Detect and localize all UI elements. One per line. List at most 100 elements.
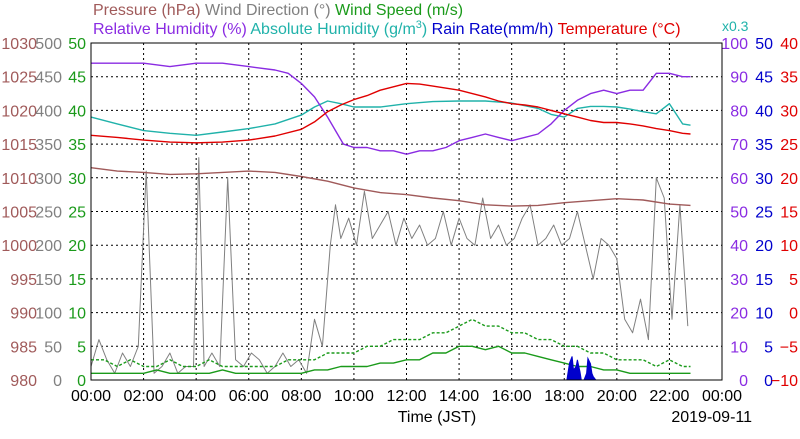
y-tick-label-temperature: 15 — [780, 205, 798, 222]
y-tick-label-temperature: −5 — [780, 339, 798, 356]
series-rain-rate-mm-h — [566, 356, 597, 381]
y-tick-label-rain_rate: 5 — [764, 339, 773, 356]
x-tick-label: 08:00 — [281, 388, 321, 405]
y-tick-label-relative_humidity: 10 — [730, 339, 748, 356]
y-tick-label-pressure: 1005 — [1, 205, 37, 222]
y-tick-label-wind_direction: 0 — [53, 373, 62, 390]
title-part: Temperature (°C) — [558, 21, 681, 38]
y-tick-label-relative_humidity: 50 — [730, 205, 748, 222]
title-part: Wind Direction (°) — [205, 2, 331, 19]
y-tick-label-wind_direction: 300 — [35, 171, 62, 188]
title-text: Pressure (hPa) Wind Direction (°) Wind S… — [93, 2, 463, 19]
y-tick-label-relative_humidity: 30 — [730, 272, 748, 289]
y-tick-label-pressure: 1010 — [1, 171, 37, 188]
y-tick-label-wind_speed: 40 — [68, 103, 86, 120]
series-temperature-c — [90, 82, 691, 144]
y-tick-label-wind_direction: 150 — [35, 272, 62, 289]
y-tick-label-wind_speed: 15 — [68, 272, 86, 289]
y-tick-label-relative_humidity: 70 — [730, 137, 748, 154]
y-tick-label-rain_rate: 45 — [755, 70, 773, 87]
y-tick-label-rain_rate: 10 — [755, 306, 773, 323]
y-tick-label-wind_speed: 10 — [68, 306, 86, 323]
y-tick-label-wind_direction: 250 — [35, 205, 62, 222]
x-axis-ticks: 00:00 02:00 04:00 06:00 08:00 10:00 12:00 14:00… — [71, 388, 742, 405]
y-tick-label-pressure: 1000 — [1, 238, 37, 255]
y-tick-label-temperature: 20 — [780, 171, 798, 188]
title-text: Relative Humidity (%) Absolute Humidity … — [93, 19, 681, 38]
y-tick-label-pressure: 1020 — [1, 103, 37, 120]
y-tick-label-temperature: −10 — [771, 373, 798, 390]
title-part: ) — [422, 21, 427, 38]
y-tick-label-relative_humidity: 40 — [730, 238, 748, 255]
y-tick-label-wind_direction: 500 — [35, 36, 62, 53]
title-part: Absolute Humidity (g/m — [250, 21, 415, 38]
y-tick-label-pressure: 990 — [10, 306, 37, 323]
x-tick-label: 22:00 — [649, 388, 689, 405]
y-tick-label-pressure: 1025 — [1, 70, 37, 87]
title-multiplier: x0.3 — [722, 18, 749, 34]
chart-title-row2: Relative Humidity (%) Absolute Humidity … — [93, 18, 749, 38]
y-tick-label-rain_rate: 0 — [764, 373, 773, 390]
title-part: Relative Humidity (%) — [93, 21, 247, 38]
y-tick-label-relative_humidity: 60 — [730, 171, 748, 188]
y-tick-label-temperature: 25 — [780, 137, 798, 154]
y-tick-label-rain_rate: 20 — [755, 238, 773, 255]
title-part: 3 — [416, 19, 422, 31]
series-wind-speed-gust — [91, 318, 691, 368]
y-tick-label-wind_speed: 45 — [68, 70, 86, 87]
series-pressure-hpa — [90, 167, 691, 207]
x-tick-label: 14:00 — [439, 388, 479, 405]
y-tick-label-wind_speed: 30 — [68, 171, 86, 188]
x-tick-label: 12:00 — [386, 388, 426, 405]
y-tick-label-relative_humidity: 90 — [730, 70, 748, 87]
y-tick-label-relative_humidity: 100 — [721, 36, 748, 53]
y-tick-label-temperature: 35 — [780, 70, 798, 87]
title-part: Wind Speed (m/s) — [335, 2, 463, 19]
y-tick-label-temperature: 5 — [789, 272, 798, 289]
series-relative-humidity — [91, 62, 691, 155]
y-tick-label-rain_rate: 15 — [755, 272, 773, 289]
y-tick-label-wind_speed: 5 — [77, 339, 86, 356]
series-absolute-humidity-g-m3 — [90, 100, 691, 136]
x-tick-label: 10:00 — [334, 388, 374, 405]
y-tick-label-rain_rate: 50 — [755, 36, 773, 53]
x-tick-label: 16:00 — [492, 388, 532, 405]
series-layer — [90, 62, 691, 381]
x-tick-label: 02:00 — [124, 388, 164, 405]
series-wind-direction — [90, 157, 689, 374]
y-tick-label-rain_rate: 30 — [755, 171, 773, 188]
y-tick-label-wind_speed: 25 — [68, 205, 86, 222]
y-tick-label-rain_rate: 35 — [755, 137, 773, 154]
x-tick-label: 20:00 — [597, 388, 637, 405]
y-tick-label-wind_direction: 450 — [35, 70, 62, 87]
y-tick-label-relative_humidity: 0 — [739, 373, 748, 390]
y-tick-label-wind_direction: 200 — [35, 238, 62, 255]
y-tick-label-relative_humidity: 20 — [730, 306, 748, 323]
y-tick-label-rain_rate: 25 — [755, 205, 773, 222]
y-tick-label-wind_speed: 50 — [68, 36, 86, 53]
series-wind-speed-m-s — [91, 345, 691, 374]
y-tick-label-wind_direction: 100 — [35, 306, 62, 323]
x-tick-label: 00:00 — [702, 388, 742, 405]
title-part: Pressure (hPa) — [93, 2, 201, 19]
y-tick-label-rain_rate: 40 — [755, 103, 773, 120]
x-tick-label: 18:00 — [544, 388, 584, 405]
y-tick-label-wind_direction: 50 — [44, 339, 62, 356]
chart-title-row1: Pressure (hPa) Wind Direction (°) Wind S… — [93, 2, 463, 19]
y-tick-label-wind_speed: 35 — [68, 137, 86, 154]
y-tick-label-relative_humidity: 80 — [730, 103, 748, 120]
x-axis-label: Time (JST) — [398, 409, 477, 426]
x-tick-label: 06:00 — [229, 388, 269, 405]
y-tick-label-pressure: 995 — [10, 272, 37, 289]
y-tick-label-temperature: 40 — [780, 36, 798, 53]
title-part: Rain Rate(mm/h) — [432, 21, 554, 38]
y-tick-label-pressure: 1015 — [1, 137, 37, 154]
y-tick-label-pressure: 980 — [10, 373, 37, 390]
y-tick-label-temperature: 10 — [780, 238, 798, 255]
y-tick-label-wind_speed: 20 — [68, 238, 86, 255]
date-label: 2019-09-11 — [671, 409, 752, 426]
x-tick-label: 04:00 — [176, 388, 216, 405]
grid — [91, 43, 722, 380]
